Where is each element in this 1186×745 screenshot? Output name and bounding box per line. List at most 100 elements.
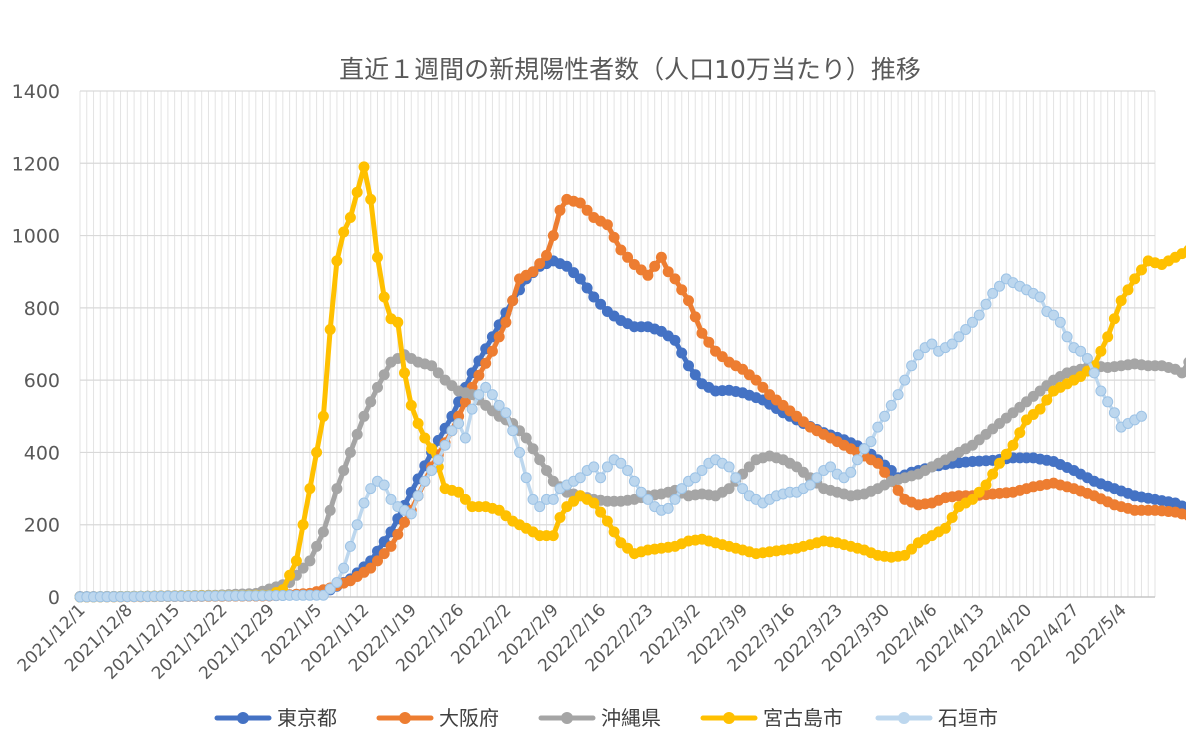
data-point [662, 502, 674, 514]
data-point [365, 396, 377, 408]
data-point [757, 381, 769, 393]
data-point [1034, 291, 1046, 303]
data-point [385, 493, 397, 505]
data-point [655, 251, 667, 263]
data-point [588, 291, 600, 303]
data-point [872, 457, 884, 469]
data-point [1075, 345, 1087, 357]
legend-label: 石垣市 [938, 706, 998, 730]
data-point [926, 338, 938, 350]
data-point [622, 251, 634, 263]
data-point [365, 193, 377, 205]
data-point [980, 479, 992, 491]
data-point [527, 493, 539, 505]
data-point [615, 244, 627, 256]
data-point [419, 432, 431, 444]
data-point [804, 479, 816, 491]
data-point [987, 468, 999, 480]
y-tick-label: 1400 [12, 81, 60, 103]
data-point [290, 555, 302, 567]
data-point [574, 472, 586, 484]
y-tick-label: 1200 [12, 153, 60, 175]
data-point [676, 347, 688, 359]
data-point [344, 540, 356, 552]
data-point [601, 219, 613, 231]
data-point [351, 186, 363, 198]
data-point [750, 374, 762, 386]
data-point [412, 490, 424, 502]
data-point [1014, 427, 1026, 439]
data-point [967, 493, 978, 505]
data-point [365, 483, 377, 495]
data-point [554, 512, 566, 523]
data-point [669, 493, 681, 505]
legend-swatch-marker [399, 712, 411, 724]
data-point [331, 483, 343, 495]
data-point [946, 338, 958, 350]
data-point [1108, 407, 1120, 419]
y-tick-label: 600 [24, 370, 60, 392]
data-point [696, 327, 708, 339]
data-point [608, 526, 620, 538]
legend-swatch-marker [561, 712, 573, 724]
data-point [872, 421, 884, 433]
data-point [845, 466, 857, 478]
data-point [439, 439, 451, 451]
data-point [960, 324, 972, 335]
data-point [284, 569, 296, 581]
data-point [372, 555, 383, 567]
data-point [378, 369, 390, 381]
legend-swatch-marker [898, 712, 910, 724]
data-point [500, 407, 512, 419]
data-point [534, 258, 546, 270]
y-tick-label: 200 [24, 515, 60, 537]
data-point [689, 472, 701, 484]
data-point [703, 336, 715, 348]
data-point [973, 486, 985, 498]
data-point [1136, 410, 1147, 422]
data-point [405, 508, 417, 520]
data-point [324, 324, 336, 335]
data-point [331, 577, 343, 588]
data-point [338, 562, 350, 574]
data-point [1061, 331, 1073, 343]
data-point [987, 287, 999, 299]
data-point [669, 334, 681, 346]
data-point [351, 519, 363, 531]
legend-label: 大阪府 [439, 706, 499, 730]
data-point [365, 562, 377, 574]
data-point [344, 446, 356, 458]
data-point [486, 345, 498, 357]
data-point [912, 349, 924, 361]
data-point [304, 483, 316, 495]
data-point [385, 540, 397, 552]
data-point [1102, 331, 1114, 343]
y-tick-label: 400 [24, 442, 60, 464]
data-point [892, 484, 904, 496]
data-point [547, 493, 559, 505]
data-point [297, 562, 309, 574]
legend-swatch-marker [237, 712, 249, 724]
data-point [399, 516, 410, 528]
data-point [973, 309, 985, 321]
chart-title: 直近１週間の新規陽性者数（人口10万当たり）推移 [339, 55, 921, 84]
data-point [899, 374, 911, 386]
data-point [683, 360, 694, 372]
data-point [534, 501, 546, 513]
data-point [453, 486, 465, 498]
data-point [507, 295, 519, 307]
data-point [473, 369, 485, 381]
data-point [743, 461, 755, 473]
y-tick-label: 800 [24, 298, 60, 320]
data-point [372, 381, 383, 393]
data-point [1048, 309, 1060, 321]
data-point [317, 589, 329, 601]
data-point [534, 454, 546, 466]
data-point [459, 493, 471, 505]
data-point [588, 497, 600, 509]
data-point [1129, 273, 1141, 285]
data-point [351, 428, 363, 440]
data-point [372, 251, 383, 263]
data-point [588, 461, 600, 473]
data-point [622, 465, 634, 476]
